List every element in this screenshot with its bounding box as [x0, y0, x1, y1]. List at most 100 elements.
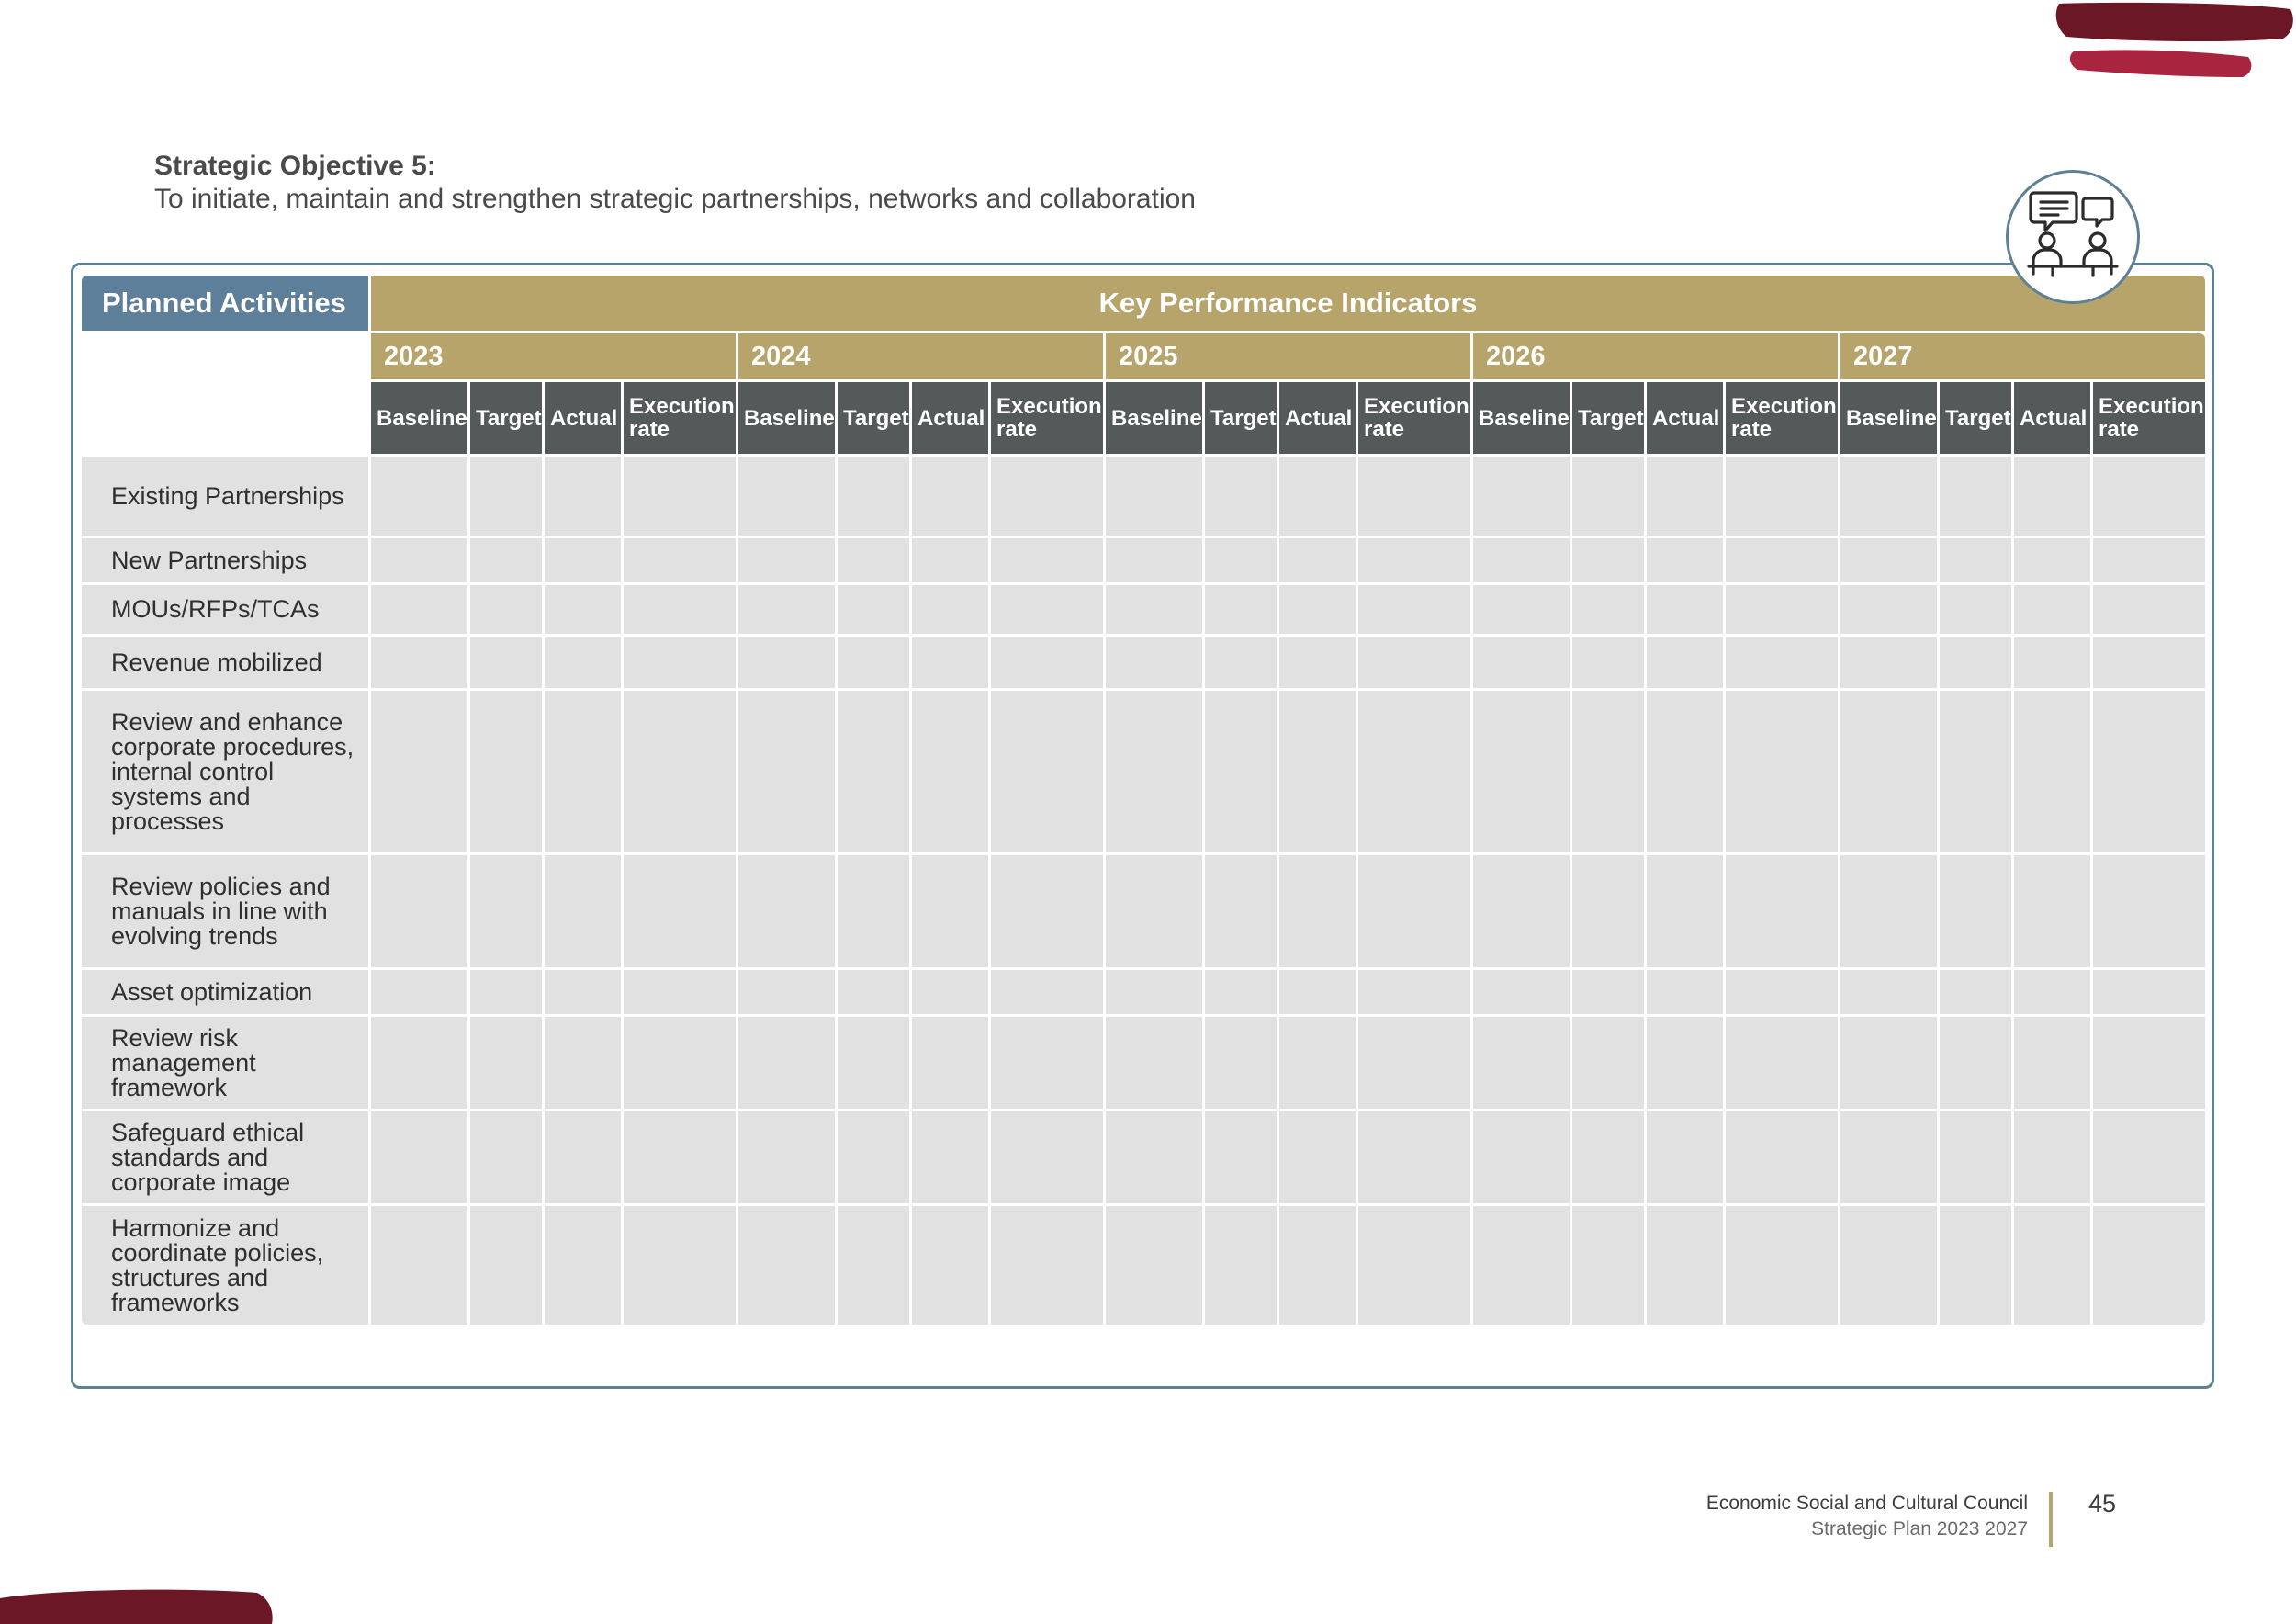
kpi-value-cell: [470, 691, 542, 852]
year-2026-header: 2026: [1473, 333, 1838, 379]
kpi-value-cell: [624, 637, 736, 688]
activity-label: Revenue mobilized: [82, 637, 368, 688]
kpi-value-cell: [1940, 855, 2011, 967]
kpi-value-cell: [2014, 691, 2090, 852]
kpi-value-cell: [991, 1017, 1103, 1109]
kpi-value-cell: [545, 1017, 621, 1109]
kpi-value-cell: [1647, 691, 1723, 852]
kpi-value-cell: [1840, 691, 1937, 852]
table-row: Existing Partnerships: [82, 457, 2206, 536]
kpi-value-cell: [991, 1111, 1103, 1203]
kpi-value-cell: [1940, 538, 2011, 582]
kpi-value-cell: [1940, 1206, 2011, 1325]
kpi-value-cell: [1940, 637, 2011, 688]
kpi-value-cell: [1205, 1111, 1277, 1203]
kpi-header: Key Performance Indicators: [371, 276, 2206, 331]
kpi-value-cell: [738, 970, 835, 1014]
kpi-value-cell: [838, 637, 909, 688]
kpi-value-cell: [2014, 970, 2090, 1014]
header-spacer: [82, 333, 368, 454]
kpi-value-cell: [470, 1206, 542, 1325]
table-row: Review risk management framework: [82, 1017, 2206, 1109]
actual-header: Actual: [1279, 382, 1356, 454]
actual-header: Actual: [545, 382, 621, 454]
kpi-value-cell: [838, 970, 909, 1014]
footer-divider: [2049, 1492, 2053, 1547]
kpi-value-cell: [624, 538, 736, 582]
kpi-value-cell: [738, 1111, 835, 1203]
kpi-value-cell: [1647, 855, 1723, 967]
kpi-value-cell: [1205, 691, 1277, 852]
page-number: 45: [2088, 1490, 2117, 1517]
kpi-value-cell: [371, 1111, 467, 1203]
kpi-value-cell: [1473, 855, 1570, 967]
year-2027-header: 2027: [1840, 333, 2206, 379]
kpi-value-cell: [470, 538, 542, 582]
kpi-value-cell: [1647, 1017, 1723, 1109]
kpi-value-cell: [1106, 538, 1202, 582]
execution-rate-header: Execution rate: [991, 382, 1103, 454]
kpi-value-cell: [1358, 1206, 1470, 1325]
kpi-value-cell: [1106, 1017, 1202, 1109]
kpi-value-cell: [912, 457, 988, 536]
actual-header: Actual: [912, 382, 988, 454]
kpi-value-cell: [545, 538, 621, 582]
kpi-value-cell: [1647, 457, 1723, 536]
activity-label: MOUs/RFPs/TCAs: [82, 585, 368, 634]
kpi-value-cell: [1106, 970, 1202, 1014]
kpi-value-cell: [1940, 1017, 2011, 1109]
kpi-value-cell: [1279, 855, 1356, 967]
kpi-value-cell: [470, 1111, 542, 1203]
kpi-value-cell: [371, 637, 467, 688]
year-2023-header: 2023: [371, 333, 736, 379]
table-row: Review policies and manuals in line with…: [82, 855, 2206, 967]
kpi-value-cell: [371, 970, 467, 1014]
table-frame: [71, 263, 2214, 1389]
kpi-value-cell: [738, 637, 835, 688]
kpi-value-cell: [1473, 457, 1570, 536]
kpi-value-cell: [2014, 457, 2090, 536]
kpi-value-cell: [1473, 1206, 1570, 1325]
kpi-value-cell: [1940, 585, 2011, 634]
kpi-value-cell: [1473, 970, 1570, 1014]
planned-activities-header: Planned Activities: [82, 276, 368, 331]
target-header: Target: [470, 382, 542, 454]
kpi-value-cell: [1647, 1206, 1723, 1325]
execution-rate-header: Execution rate: [624, 382, 736, 454]
kpi-value-cell: [738, 1206, 835, 1325]
kpi-value-cell: [1358, 1017, 1470, 1109]
table-row: Harmonize and coordinate policies, struc…: [82, 1206, 2206, 1325]
kpi-value-cell: [2014, 1017, 2090, 1109]
kpi-value-cell: [2093, 585, 2206, 634]
kpi-value-cell: [624, 585, 736, 634]
kpi-table: Planned Activities Key Performance Indic…: [79, 273, 2208, 1327]
kpi-value-cell: [371, 1017, 467, 1109]
kpi-value-cell: [2093, 970, 2206, 1014]
kpi-value-cell: [1726, 585, 1838, 634]
kpi-value-cell: [1647, 637, 1723, 688]
objective-heading: Strategic Objective 5:: [154, 151, 436, 181]
table-row: MOUs/RFPs/TCAs: [82, 585, 2206, 634]
brush-stroke-top-crimson: [2069, 50, 2252, 77]
kpi-value-cell: [1726, 1111, 1838, 1203]
kpi-value-cell: [1358, 637, 1470, 688]
kpi-value-cell: [738, 691, 835, 852]
kpi-value-cell: [545, 691, 621, 852]
kpi-value-cell: [738, 457, 835, 536]
kpi-value-cell: [2093, 457, 2206, 536]
kpi-value-cell: [1726, 457, 1838, 536]
kpi-value-cell: [1106, 691, 1202, 852]
table-row: Asset optimization: [82, 970, 2206, 1014]
kpi-value-cell: [1279, 637, 1356, 688]
kpi-value-cell: [1726, 637, 1838, 688]
kpi-value-cell: [2014, 1206, 2090, 1325]
activity-label: Review policies and manuals in line with…: [82, 855, 368, 967]
kpi-value-cell: [624, 457, 736, 536]
kpi-value-cell: [1647, 970, 1723, 1014]
kpi-value-cell: [1279, 1206, 1356, 1325]
sub-header-row: Baseline Target Actual Execution rate Ba…: [82, 382, 2206, 454]
kpi-value-cell: [1205, 585, 1277, 634]
kpi-value-cell: [1106, 457, 1202, 536]
kpi-value-cell: [2093, 1206, 2206, 1325]
kpi-value-cell: [912, 691, 988, 852]
